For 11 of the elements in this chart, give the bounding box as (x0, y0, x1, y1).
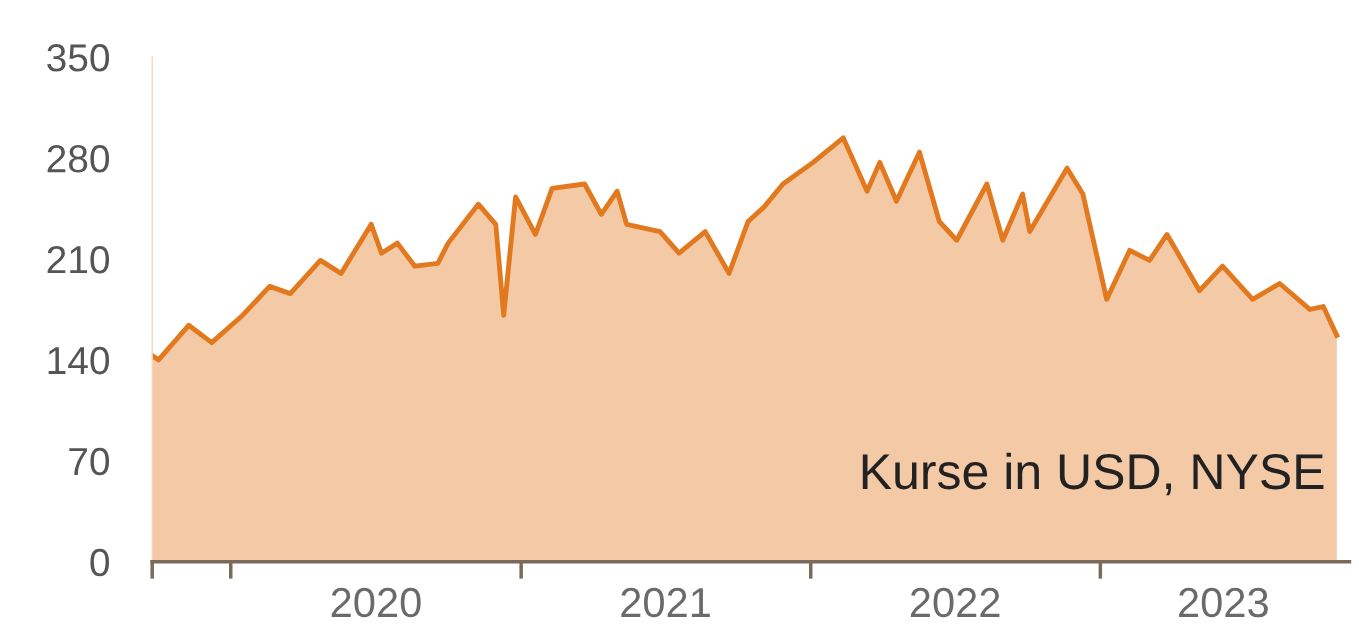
x-tick-label: 2022 (910, 587, 1000, 618)
y-tick-label: 0 (90, 548, 110, 577)
y-tick-label: 70 (69, 447, 110, 476)
x-tick-label: 2021 (621, 587, 710, 618)
y-tick-label: 140 (48, 346, 110, 375)
x-tick-label: 2020 (331, 587, 421, 618)
x-tick-label: 2023 (1179, 587, 1268, 618)
y-tick-label: 350 (47, 44, 110, 72)
y-tick-label: 280 (47, 145, 110, 173)
y-tick-label: 210 (47, 245, 110, 274)
annotation: Kurse in USD, NYSE (862, 452, 1324, 496)
